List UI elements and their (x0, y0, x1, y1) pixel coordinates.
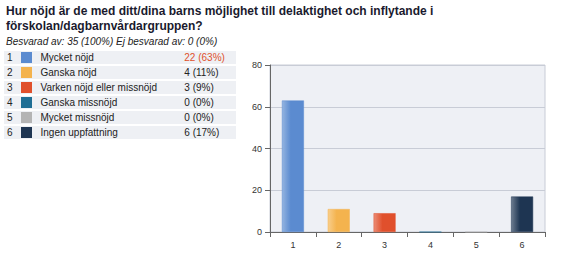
svg-text:0: 0 (257, 227, 262, 237)
html-text:Mycket nöjd: Mycket nöjd (40, 52, 94, 63)
html-text:22 (63%): 22 (63%) (184, 52, 225, 63)
svg-text:2: 2 (336, 240, 341, 250)
html-text:Ganska nöjd: Ganska nöjd (40, 67, 97, 78)
svg-text:60: 60 (252, 102, 262, 112)
svg-text:5: 5 (474, 240, 479, 250)
html-text:4: 4 (7, 97, 13, 108)
html-text:Ganska missnöjd: Ganska missnöjd (40, 97, 118, 108)
html-text:Hur nöjd är de med ditt/dina b: Hur nöjd är de med ditt/dina barns möjli… (6, 4, 434, 33)
html-text:6: 6 (7, 127, 13, 138)
html-text:3: 3 (7, 82, 13, 93)
svg-text:40: 40 (252, 144, 262, 154)
svg-text:6: 6 (520, 240, 525, 250)
html-text:0 (0%): 0 (0%) (184, 97, 214, 108)
html-text:2: 2 (7, 67, 13, 78)
html-text:0 (0%): 0 (0%) (184, 112, 214, 123)
svg-text:3: 3 (382, 240, 387, 250)
html-text:Ingen uppfattning: Ingen uppfattning (40, 127, 118, 138)
svg-text:4: 4 (428, 240, 433, 250)
svg-text:1: 1 (290, 240, 295, 250)
html-text:4 (11%): 4 (11%) (184, 67, 219, 78)
html-text:Mycket missnöjd: Mycket missnöjd (40, 112, 115, 123)
html-text:5: 5 (7, 112, 13, 123)
html-text:Varken nöjd eller missnöjd: Varken nöjd eller missnöjd (40, 82, 157, 93)
svg-text:80: 80 (252, 60, 262, 70)
html-text:6 (17%): 6 (17%) (184, 127, 220, 138)
html-text:Besvarad av: 35 (100%) Ej besv: Besvarad av: 35 (100%) Ej besvarad av: 0… (6, 36, 218, 47)
svg-text:20: 20 (252, 185, 262, 195)
html-text:3 (9%): 3 (9%) (184, 82, 214, 93)
html-text:1: 1 (7, 52, 13, 63)
